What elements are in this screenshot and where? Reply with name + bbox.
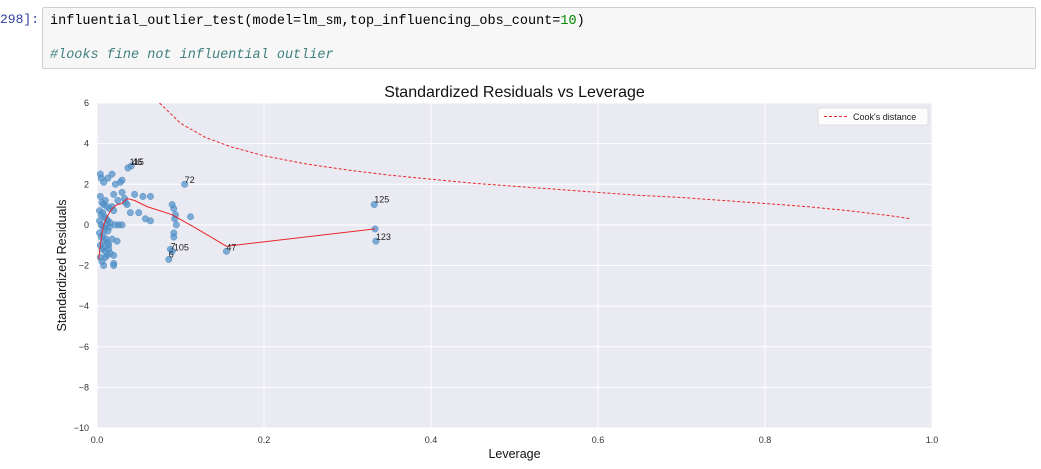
data-point bbox=[181, 180, 189, 188]
point-annotation: 105 bbox=[174, 242, 189, 252]
data-point bbox=[126, 209, 134, 217]
chart-title: Standardized Residuals vs Leverage bbox=[384, 84, 645, 101]
data-point bbox=[168, 247, 176, 255]
cell-prompt: 298]: bbox=[0, 12, 40, 27]
data-point bbox=[110, 251, 118, 259]
data-point bbox=[104, 174, 112, 182]
y-tick-label: −10 bbox=[74, 423, 89, 433]
data-point bbox=[172, 221, 180, 229]
data-point bbox=[118, 176, 126, 184]
y-tick-label: −6 bbox=[79, 342, 89, 352]
code-number: 10 bbox=[560, 14, 577, 29]
y-tick-label: 0 bbox=[84, 220, 89, 230]
data-point bbox=[108, 170, 116, 178]
data-point bbox=[127, 162, 135, 170]
data-point bbox=[370, 201, 378, 209]
data-point bbox=[108, 235, 116, 243]
data-point bbox=[131, 190, 139, 198]
cooks-distance-line bbox=[159, 102, 912, 220]
data-point bbox=[139, 192, 147, 200]
point-annotation: 125 bbox=[374, 195, 389, 205]
data-point bbox=[372, 237, 380, 245]
data-point bbox=[170, 205, 178, 213]
data-point bbox=[165, 255, 173, 263]
code-line: influential_outlier_test(model=lm_sm,top… bbox=[50, 14, 585, 29]
code-cell-input[interactable]: influential_outlier_test(model=lm_sm,top… bbox=[42, 7, 1036, 69]
x-tick-label: 0.8 bbox=[759, 435, 772, 445]
data-point bbox=[114, 197, 122, 204]
data-point bbox=[100, 178, 108, 186]
data-point bbox=[110, 262, 118, 269]
y-tick-label: −4 bbox=[79, 301, 89, 311]
x-tick-label: 0.4 bbox=[425, 435, 438, 445]
code-text-end: ) bbox=[576, 14, 585, 29]
point-annotation: 46 bbox=[132, 157, 142, 167]
data-point bbox=[100, 262, 108, 269]
data-point bbox=[146, 192, 154, 200]
y-tick-label: 2 bbox=[84, 179, 89, 189]
data-point bbox=[222, 247, 230, 255]
point-annotation: 7 bbox=[170, 241, 175, 251]
data-point bbox=[110, 190, 118, 198]
data-point bbox=[110, 207, 118, 215]
data-point bbox=[101, 253, 109, 261]
x-tick-label: 0.6 bbox=[592, 435, 605, 445]
point-annotation: 72 bbox=[185, 175, 195, 185]
x-tick-label: 0.0 bbox=[91, 435, 104, 445]
data-point bbox=[105, 245, 113, 253]
point-annotation: 6 bbox=[169, 249, 174, 259]
data-point bbox=[187, 213, 194, 221]
y-tick-label: −2 bbox=[79, 261, 89, 271]
y-tick-label: −8 bbox=[79, 382, 89, 392]
y-axis-label: Standardized Residuals bbox=[55, 199, 69, 331]
data-point bbox=[123, 201, 131, 209]
legend-label: Cook's distance bbox=[853, 112, 916, 122]
lowess-line bbox=[98, 197, 376, 260]
data-point bbox=[146, 217, 154, 225]
code-comment: #looks fine not influential outlier bbox=[50, 48, 334, 63]
data-point bbox=[118, 221, 126, 229]
x-tick-label: 1.0 bbox=[926, 435, 939, 445]
data-point bbox=[135, 209, 143, 217]
point-annotation: 47 bbox=[226, 242, 236, 252]
code-text: influential_outlier_test(model=lm_sm,top… bbox=[50, 14, 561, 29]
data-point bbox=[101, 197, 109, 204]
y-tick-label: 4 bbox=[84, 139, 89, 149]
y-tick-label: 6 bbox=[84, 98, 89, 108]
data-point bbox=[118, 188, 126, 196]
legend-box bbox=[817, 107, 929, 126]
data-point bbox=[106, 223, 113, 231]
data-point bbox=[170, 233, 178, 241]
point-annotation: 123 bbox=[376, 232, 391, 242]
point-annotation: 115 bbox=[130, 157, 144, 167]
x-axis-label: Leverage bbox=[488, 447, 540, 461]
x-tick-label: 0.2 bbox=[258, 435, 271, 445]
